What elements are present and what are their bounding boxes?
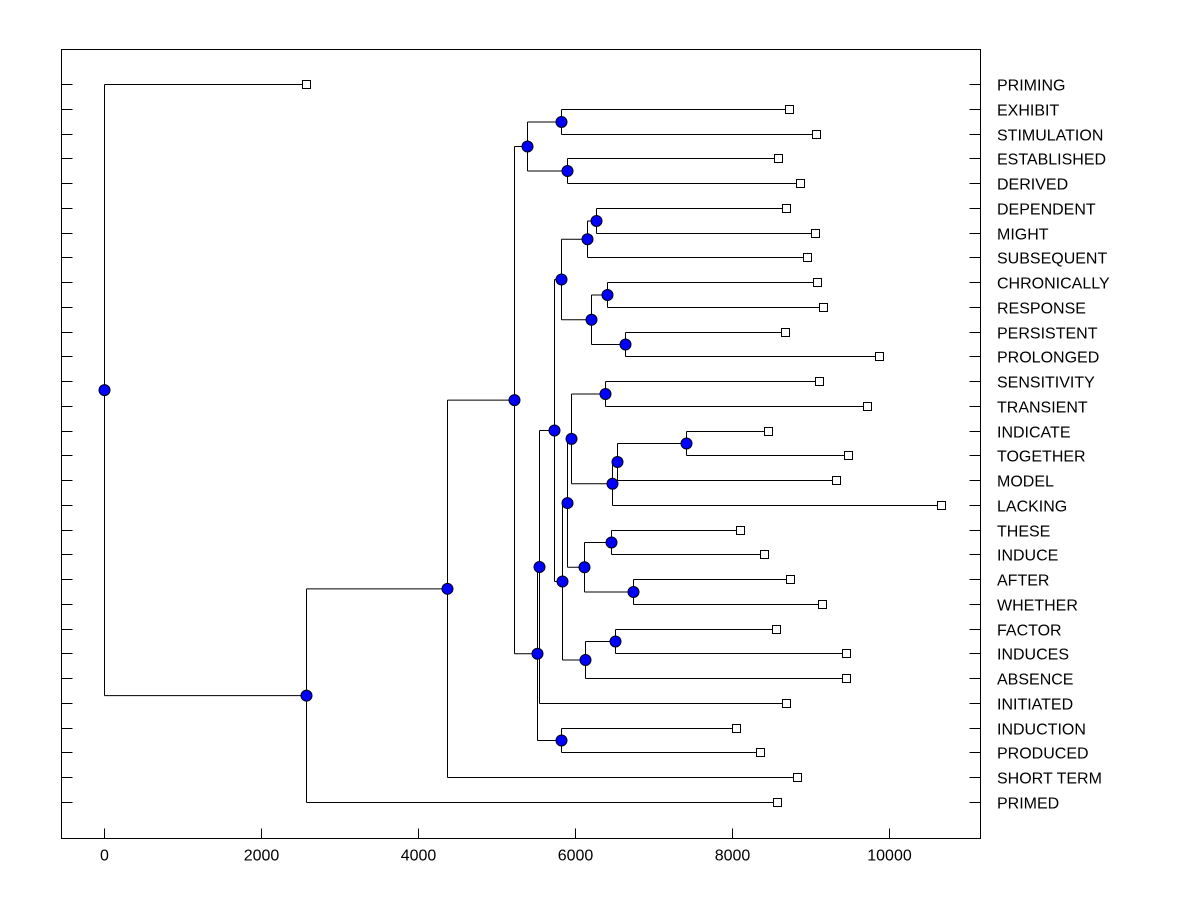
leaf-label: INDUCTION <box>997 722 1086 739</box>
leaf-label: DERIVED <box>997 177 1068 194</box>
leaf-label: MODEL <box>997 474 1054 491</box>
leaf-label: CHRONICALLY <box>997 276 1110 293</box>
leaf-label: WHETHER <box>997 598 1078 615</box>
leaf-label: EXHIBIT <box>997 103 1059 120</box>
leaf-label: PROLONGED <box>997 350 1099 367</box>
merge-node <box>555 116 568 128</box>
leaf-label: THESE <box>997 524 1050 541</box>
merge-node <box>441 582 454 595</box>
leaf-label: DEPENDENT <box>997 202 1096 219</box>
x-tick-label: 10000 <box>867 848 912 865</box>
merge-node <box>565 432 578 445</box>
leaf-marker <box>732 724 741 733</box>
merge-node <box>590 215 603 227</box>
merge-node <box>578 561 591 574</box>
merge-node <box>533 561 546 574</box>
leaf-marker <box>764 427 773 436</box>
merge-node <box>508 394 521 407</box>
merge-node <box>300 689 313 702</box>
leaf-label: AFTER <box>997 573 1049 590</box>
merge-node <box>619 338 632 351</box>
leaf-marker <box>842 649 851 658</box>
merge-node <box>606 477 619 490</box>
leaf-marker <box>937 501 946 510</box>
root-node <box>98 384 111 397</box>
merge-node <box>599 388 612 400</box>
leaf-label: FACTOR <box>997 623 1062 640</box>
leaf-label: PRIMING <box>997 78 1065 95</box>
leaf-label: RESPONSE <box>997 301 1086 318</box>
leaf-label: INDUCE <box>997 548 1058 565</box>
x-tick-label: 2000 <box>244 848 280 865</box>
leaf-label: TRANSIENT <box>997 400 1088 417</box>
leaf-marker <box>842 674 851 683</box>
leaf-marker <box>793 773 802 782</box>
merge-node <box>585 313 598 326</box>
leaf-label: INDICATE <box>997 425 1070 442</box>
leaf-label: SHORT TERM <box>997 771 1102 788</box>
leaf-label: SENSITIVITY <box>997 375 1095 392</box>
merge-node <box>680 437 693 450</box>
leaf-marker <box>782 699 791 708</box>
merge-node <box>521 140 534 153</box>
merge-node <box>601 289 614 301</box>
leaf-marker <box>815 377 824 386</box>
leaf-label: SUBSEQUENT <box>997 251 1107 268</box>
leaf-label: INITIATED <box>997 697 1073 714</box>
leaf-marker <box>786 575 795 584</box>
merge-node <box>581 233 594 246</box>
merge-node <box>561 497 574 510</box>
leaf-marker <box>773 798 782 807</box>
leaf-marker <box>302 80 311 89</box>
leaf-marker <box>774 154 783 163</box>
leaf-marker <box>832 476 841 485</box>
x-tick-label: 8000 <box>715 848 751 865</box>
leaf-label: LACKING <box>997 499 1067 516</box>
x-tick-label: 6000 <box>558 848 594 865</box>
leaf-marker <box>772 625 781 634</box>
leaf-label: MIGHT <box>997 227 1049 244</box>
leaf-label: ABSENCE <box>997 672 1073 689</box>
leaf-marker <box>796 179 805 188</box>
leaf-marker <box>818 600 827 609</box>
leaf-label: TOGETHER <box>997 449 1086 466</box>
leaf-marker <box>844 451 853 460</box>
leaf-label: PRIMED <box>997 796 1059 813</box>
leaf-label: PRODUCED <box>997 746 1089 763</box>
merge-node <box>548 424 561 437</box>
leaf-label: ESTABLISHED <box>997 152 1106 169</box>
leaf-marker <box>811 229 820 238</box>
merge-node <box>579 654 592 666</box>
x-tick-label: 4000 <box>401 848 437 865</box>
leaf-marker <box>863 402 872 411</box>
merge-node <box>531 647 544 660</box>
merge-node <box>561 165 574 177</box>
leaf-marker <box>782 204 791 213</box>
merge-node <box>611 456 624 468</box>
leaf-marker <box>813 278 822 287</box>
leaf-marker <box>756 748 765 757</box>
merge-node <box>609 635 622 648</box>
leaf-marker <box>785 105 794 114</box>
leaf-label: STIMULATION <box>997 128 1103 145</box>
leaf-marker <box>819 303 828 312</box>
leaf-marker <box>781 328 790 337</box>
leaf-marker <box>736 526 745 535</box>
x-tick-label: 0 <box>100 848 109 865</box>
merge-node <box>556 575 569 588</box>
leaf-marker <box>812 130 821 139</box>
leaf-marker <box>875 352 884 361</box>
plot-frame <box>61 49 981 839</box>
merge-node <box>627 586 640 598</box>
leaf-label: PERSISTENT <box>997 326 1098 343</box>
leaf-label: INDUCES <box>997 647 1069 664</box>
leaf-marker <box>760 550 769 559</box>
leaf-marker <box>803 253 812 262</box>
merge-node <box>605 536 618 549</box>
merge-node <box>555 734 568 747</box>
merge-node <box>555 273 568 286</box>
